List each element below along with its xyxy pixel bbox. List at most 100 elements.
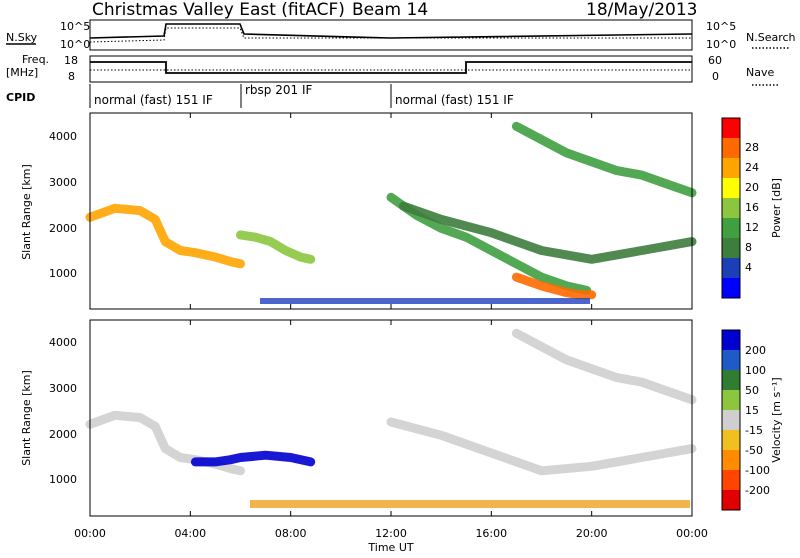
velocity-colorbar-swatch-2 (722, 370, 740, 391)
power-cbar-tick-28: 28 (745, 141, 759, 154)
velocity-band-1 (190, 450, 316, 467)
power-band-3 (511, 272, 597, 300)
power-cbar-tick-8: 8 (745, 241, 752, 254)
freq-panel (89, 55, 693, 83)
xtick-label-4: 16:00 (475, 527, 507, 540)
power-ytick-3000: 3000 (49, 176, 77, 189)
cpid-segment-label-0: normal (fast) 151 IF (94, 93, 213, 107)
nave-label: Nave (746, 66, 774, 79)
station-title: Christmas Valley East (fitACF) (92, 0, 345, 20)
power-band-4 (511, 121, 697, 198)
noise-tick-high: 10^5 (60, 20, 90, 33)
xtick-label-3: 12:00 (375, 527, 407, 540)
freq-trace (90, 61, 692, 74)
power-band-2 (386, 192, 592, 295)
power-ytick-4000: 4000 (49, 130, 77, 143)
velocity-colorbar-swatch-1 (722, 350, 740, 371)
nsky-label: N.Sky (6, 31, 38, 44)
date-label: 18/May/2013 (586, 0, 698, 20)
noise-panel (89, 19, 693, 51)
power-bands (85, 121, 697, 304)
x-axis-label: Time UT (367, 541, 413, 554)
power-ground-scatter (260, 298, 590, 304)
power-colorbar-swatch-5 (722, 218, 740, 239)
velocity-cbar-tick-neg50: -50 (745, 444, 763, 457)
nsearch-trace (89, 27, 692, 43)
velocity-cbar-tick-100: 100 (745, 364, 766, 377)
velocity-cbar-tick-neg15: -15 (745, 424, 763, 437)
power-band-0 (85, 203, 245, 269)
nave-tick-high: 60 (708, 54, 722, 67)
nave-tick-low: 0 (712, 70, 719, 83)
xtick-label-0: 00:00 (74, 527, 106, 540)
velocity-panel (85, 319, 697, 517)
noise-traces (89, 23, 693, 43)
velocity-colorbar-swatch-5 (722, 430, 740, 451)
power-panel-background (90, 113, 692, 309)
beam-label: Beam 14 (352, 0, 428, 20)
velocity-colorbar-label: Velocity [m s⁻¹] (770, 377, 783, 462)
velocity-colorbar-swatch-3 (722, 390, 740, 411)
velocity-ytick-3000: 3000 (49, 382, 77, 395)
velocity-colorbar (722, 330, 740, 511)
cpid-segment-label-2: normal (fast) 151 IF (395, 93, 514, 107)
power-colorbar-swatch-7 (722, 258, 740, 279)
xtick-label-1: 04:00 (174, 527, 206, 540)
power-cbar-tick-4: 4 (745, 261, 752, 274)
power-colorbar-frame (721, 117, 741, 299)
velocity-cbar-tick-15: 15 (745, 404, 759, 417)
cpid-segment-label-1: rbsp 201 IF (245, 83, 312, 97)
power-band-5 (399, 201, 697, 264)
velocity-band-3 (511, 328, 697, 405)
noise-tick-high-right: 10^5 (706, 20, 736, 33)
noise-tick-low-right: 10^0 (706, 38, 736, 51)
freq-unit: [MHz] (6, 66, 38, 79)
velocity-ytick-1000: 1000 (49, 473, 77, 486)
velocity-cbar-tick-neg100: -100 (745, 464, 770, 477)
xtick-label-6: 00:00 (676, 527, 708, 540)
power-colorbar-swatch-6 (722, 238, 740, 259)
power-ytick-1000: 1000 (49, 267, 77, 280)
nsky-trace (89, 23, 693, 39)
power-ytick-2000: 2000 (49, 222, 77, 235)
velocity-bands (85, 328, 697, 508)
velocity-ground-scatter (250, 500, 690, 508)
velocity-colorbar-swatch-7 (722, 470, 740, 491)
power-colorbar-swatch-8 (722, 278, 740, 299)
velocity-colorbar-swatch-4 (722, 410, 740, 431)
xtick-label-5: 20:00 (576, 527, 608, 540)
noise-tick-low: 10^0 (60, 38, 90, 51)
cpid-label: CPID (6, 91, 35, 104)
velocity-colorbar-swatch-6 (722, 450, 740, 471)
power-band-1 (236, 230, 316, 264)
velocity-band-0 (85, 410, 245, 476)
power-colorbar-swatch-0 (722, 118, 740, 139)
power-colorbar-label: Power [dB] (770, 178, 783, 238)
power-cbar-tick-16: 16 (745, 201, 759, 214)
power-cbar-tick-20: 20 (745, 181, 759, 194)
power-colorbar-swatch-4 (722, 198, 740, 219)
velocity-cbar-tick-neg200: -200 (745, 484, 770, 497)
power-cbar-tick-12: 12 (745, 221, 759, 234)
nsearch-label: N.Search (746, 31, 796, 44)
freq-tick-low: 8 (68, 70, 75, 83)
velocity-cbar-tick-200: 200 (745, 344, 766, 357)
velocity-colorbar-swatch-8 (722, 490, 740, 511)
xtick-label-2: 08:00 (275, 527, 307, 540)
power-colorbar-swatch-1 (722, 138, 740, 159)
power-panel (85, 112, 697, 310)
velocity-colorbar-swatch-0 (722, 330, 740, 351)
velocity-band-2 (386, 417, 697, 476)
power-colorbar-swatch-2 (722, 158, 740, 179)
velocity-colorbar-frame (721, 329, 741, 511)
freq-label: Freq. (22, 53, 49, 66)
power-colorbar (722, 118, 740, 299)
velocity-ytick-2000: 2000 (49, 428, 77, 441)
power-ylabel: Slant Range [km] (20, 164, 33, 260)
velocity-cbar-tick-50: 50 (745, 384, 759, 397)
power-colorbar-swatch-3 (722, 178, 740, 199)
velocity-ylabel: Slant Range [km] (20, 370, 33, 466)
power-cbar-tick-24: 24 (745, 161, 759, 174)
